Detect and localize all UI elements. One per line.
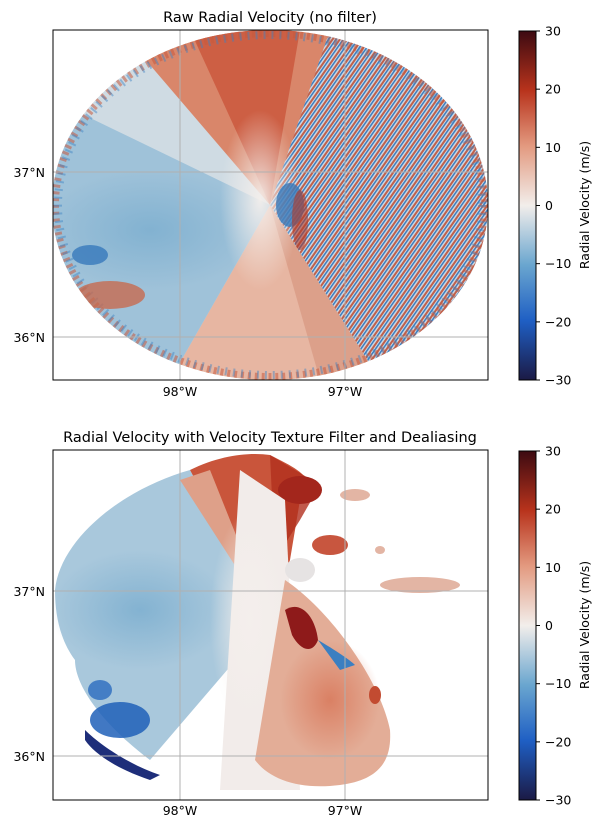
x-tick-label: 97°W — [328, 803, 363, 818]
x-tick-label: 98°W — [163, 384, 198, 399]
panel-filtered: Radial Velocity with Velocity Texture Fi… — [13, 430, 592, 818]
x-tick-label: 98°W — [163, 803, 198, 818]
gridlines — [53, 30, 488, 380]
colorbar-tick-label: 20 — [545, 502, 561, 517]
y-tick-label: 36°N — [13, 330, 45, 345]
colorbar-tick-label: 30 — [545, 444, 561, 459]
plot-frame — [52, 449, 489, 801]
velocity-field — [53, 453, 460, 790]
colorbar-label: Radial Velocity (m/s) — [577, 141, 592, 269]
colorbar-tick-label: 30 — [545, 24, 561, 39]
plot-frame — [52, 29, 489, 381]
colorbar-tick-label: −20 — [545, 734, 571, 749]
velocity-field — [53, 30, 488, 380]
y-tick-label: 37°N — [13, 584, 45, 599]
panel-raw: Raw Radial Velocity (no filter) — [13, 10, 592, 399]
panel-title: Raw Radial Velocity (no filter) — [163, 10, 377, 26]
colorbar-tick-label: −10 — [545, 256, 571, 271]
colorbar-tick-label: 0 — [545, 198, 553, 213]
y-tick-label: 37°N — [13, 165, 45, 180]
colorbar-tick-label: −10 — [545, 676, 571, 691]
x-tick-label: 97°W — [328, 384, 363, 399]
gridlines — [53, 450, 488, 800]
colorbar: 30 20 10 0 −10 −20 −30 Radial Velocity (m/s) — [518, 24, 592, 388]
colorbar: 30 20 10 0 −10 −20 −30 Radial Velocity (m/s) — [518, 444, 592, 808]
colorbar-tick-label: 0 — [545, 618, 553, 633]
colorbar-tick-label: −20 — [545, 314, 571, 329]
colorbar-label: Radial Velocity (m/s) — [577, 561, 592, 689]
panel-title: Radial Velocity with Velocity Texture Fi… — [63, 430, 477, 446]
y-tick-label: 36°N — [13, 749, 45, 764]
colorbar-tick-label: −30 — [545, 373, 571, 388]
colorbar-tick-label: −30 — [545, 793, 571, 808]
colorbar-tick-label: 10 — [545, 560, 561, 575]
colorbar-tick-label: 20 — [545, 82, 561, 97]
colorbar-tick-label: 10 — [545, 140, 561, 155]
